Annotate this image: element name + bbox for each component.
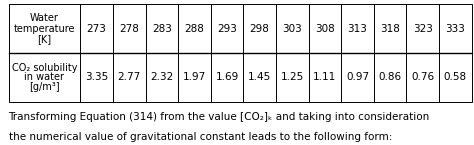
Text: 0.86: 0.86 [379,72,401,82]
Text: CO₂ solubility: CO₂ solubility [12,63,77,73]
Text: temperature: temperature [14,24,75,34]
Text: 0.76: 0.76 [411,72,434,82]
Text: [g/m³]: [g/m³] [29,82,60,92]
Text: 1.45: 1.45 [248,72,271,82]
Text: 2.77: 2.77 [118,72,141,82]
Text: 2.32: 2.32 [150,72,173,82]
Text: 303: 303 [283,24,302,34]
Text: 1.11: 1.11 [313,72,337,82]
Text: 298: 298 [250,24,270,34]
Text: 283: 283 [152,24,172,34]
Text: 0.97: 0.97 [346,72,369,82]
Text: 278: 278 [119,24,139,34]
Text: in water: in water [25,72,64,82]
Text: 333: 333 [446,24,465,34]
Text: 318: 318 [380,24,400,34]
Text: [K]: [K] [37,34,52,44]
Text: the numerical value of gravitational constant leads to the following form:: the numerical value of gravitational con… [9,132,392,142]
Text: Water: Water [30,13,59,23]
Text: Transforming Equation (314) from the value [CO₂]ₖ and taking into consideration: Transforming Equation (314) from the val… [9,112,430,122]
Text: 313: 313 [347,24,367,34]
Text: 3.35: 3.35 [85,72,108,82]
Text: 1.97: 1.97 [183,72,206,82]
Text: 1.69: 1.69 [215,72,239,82]
Text: 308: 308 [315,24,335,34]
Text: 293: 293 [217,24,237,34]
Text: 1.25: 1.25 [281,72,304,82]
Text: 0.58: 0.58 [444,72,467,82]
Text: 273: 273 [87,24,107,34]
Text: 323: 323 [413,24,433,34]
Text: 288: 288 [184,24,204,34]
Bar [9,4,472,101]
